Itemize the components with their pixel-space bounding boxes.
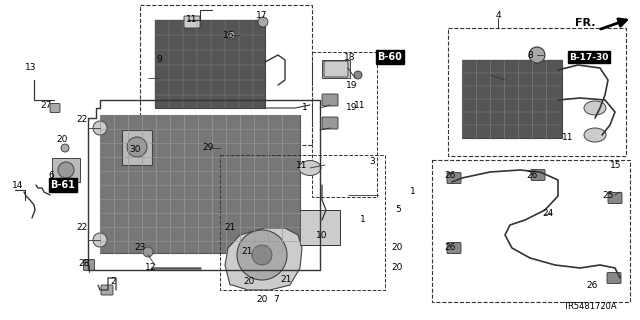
- Text: 20: 20: [391, 244, 403, 252]
- Text: 24: 24: [542, 209, 554, 218]
- Ellipse shape: [584, 128, 606, 142]
- Bar: [100, 115, 300, 253]
- Ellipse shape: [299, 161, 321, 175]
- Text: 28: 28: [78, 259, 90, 268]
- Bar: [312, 52, 377, 197]
- Circle shape: [61, 179, 69, 187]
- Circle shape: [227, 31, 235, 39]
- Text: 19: 19: [346, 103, 358, 113]
- Text: 8: 8: [527, 51, 533, 60]
- Text: 11: 11: [355, 100, 365, 109]
- Text: 19: 19: [346, 81, 358, 90]
- Text: 15: 15: [611, 161, 621, 170]
- Polygon shape: [225, 228, 302, 290]
- Text: 11: 11: [563, 133, 573, 142]
- Text: 26: 26: [444, 171, 456, 180]
- FancyBboxPatch shape: [322, 94, 338, 106]
- Text: 12: 12: [145, 262, 157, 271]
- Text: 11: 11: [296, 161, 308, 170]
- Text: 26: 26: [586, 281, 598, 290]
- Text: 30: 30: [129, 146, 141, 155]
- FancyBboxPatch shape: [83, 260, 95, 270]
- Circle shape: [237, 230, 287, 280]
- FancyBboxPatch shape: [607, 273, 621, 284]
- Text: 3: 3: [369, 157, 375, 166]
- Text: 26: 26: [526, 171, 538, 180]
- Text: 20: 20: [391, 263, 403, 273]
- Bar: [322, 60, 350, 78]
- Circle shape: [252, 245, 272, 265]
- Text: 16: 16: [223, 30, 235, 39]
- Text: B-60: B-60: [378, 52, 403, 62]
- Text: 20: 20: [56, 135, 68, 145]
- Text: 21: 21: [224, 223, 236, 233]
- Text: 27: 27: [40, 101, 52, 110]
- FancyBboxPatch shape: [447, 243, 461, 253]
- Text: 17: 17: [256, 11, 268, 20]
- Circle shape: [127, 137, 147, 157]
- Text: 22: 22: [76, 116, 88, 124]
- Text: 11: 11: [186, 15, 198, 25]
- Bar: [52, 158, 80, 182]
- Text: 1: 1: [302, 103, 308, 113]
- Text: 2: 2: [110, 276, 116, 285]
- Text: 23: 23: [134, 244, 146, 252]
- Text: 6: 6: [48, 171, 54, 180]
- Text: 20: 20: [256, 295, 268, 305]
- Circle shape: [93, 121, 107, 135]
- Ellipse shape: [584, 101, 606, 115]
- Text: 21: 21: [280, 276, 292, 284]
- Circle shape: [58, 162, 74, 178]
- Text: 29: 29: [202, 143, 214, 153]
- Text: 9: 9: [156, 55, 162, 65]
- Text: 14: 14: [12, 180, 24, 189]
- Text: 21: 21: [241, 247, 253, 257]
- Text: 5: 5: [395, 205, 401, 214]
- Circle shape: [61, 144, 69, 152]
- Circle shape: [93, 233, 107, 247]
- Bar: [155, 20, 265, 108]
- Circle shape: [143, 247, 153, 257]
- Text: 22: 22: [76, 223, 88, 233]
- Text: 13: 13: [25, 62, 36, 71]
- Text: 1: 1: [360, 215, 366, 225]
- FancyBboxPatch shape: [322, 117, 338, 129]
- FancyBboxPatch shape: [447, 172, 461, 183]
- Circle shape: [258, 17, 268, 27]
- FancyBboxPatch shape: [608, 193, 622, 204]
- FancyBboxPatch shape: [531, 170, 545, 180]
- Text: TR5481720A: TR5481720A: [563, 302, 617, 311]
- Circle shape: [529, 47, 545, 63]
- Circle shape: [354, 71, 362, 79]
- Bar: [432, 160, 630, 302]
- Text: B-61: B-61: [51, 180, 76, 190]
- Bar: [220, 155, 385, 290]
- Bar: [140, 5, 312, 145]
- Text: 25: 25: [602, 190, 614, 199]
- FancyBboxPatch shape: [101, 285, 113, 295]
- Text: FR.: FR.: [575, 18, 596, 28]
- Text: 1: 1: [410, 188, 416, 196]
- Text: 20: 20: [243, 277, 255, 286]
- Text: 20: 20: [56, 179, 68, 188]
- Text: 4: 4: [495, 11, 501, 20]
- Text: 18: 18: [344, 53, 356, 62]
- Bar: [462, 60, 562, 138]
- Text: 10: 10: [316, 230, 328, 239]
- Circle shape: [205, 143, 215, 153]
- Bar: [122, 130, 152, 165]
- FancyBboxPatch shape: [324, 61, 348, 77]
- FancyBboxPatch shape: [50, 103, 60, 113]
- Text: 7: 7: [273, 295, 279, 305]
- Text: B-17-30: B-17-30: [570, 52, 609, 61]
- Bar: [448, 28, 626, 156]
- Bar: [300, 210, 340, 245]
- FancyBboxPatch shape: [184, 16, 200, 28]
- Text: 26: 26: [444, 244, 456, 252]
